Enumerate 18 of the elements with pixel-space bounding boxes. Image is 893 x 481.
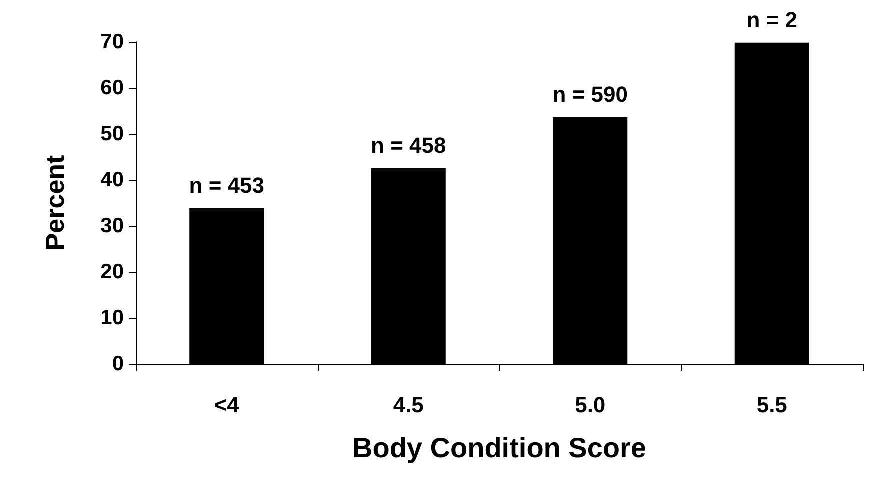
y-tick-label: 60 xyxy=(100,76,124,100)
x-tick-label: 5.0 xyxy=(575,392,606,418)
y-tick-label: 40 xyxy=(100,168,124,192)
x-tick-label: 4.5 xyxy=(393,392,424,418)
x-axis-title: Body Condition Score xyxy=(352,432,646,464)
y-tick-label: 70 xyxy=(100,30,124,54)
annotation: n = 453 xyxy=(189,173,264,198)
y-tick-label: 10 xyxy=(100,306,124,330)
annotation: n = 2 xyxy=(746,7,798,32)
annotation: n = 458 xyxy=(371,133,446,158)
y-tick-label: 0 xyxy=(112,352,124,376)
x-tick-label: <4 xyxy=(214,392,240,418)
y-tick-label: 30 xyxy=(100,214,124,238)
y-tick-label: 20 xyxy=(100,260,124,284)
annotation: n = 590 xyxy=(552,82,628,107)
y-axis-title: Percent xyxy=(40,154,70,251)
y-tick-label: 50 xyxy=(100,122,124,146)
x-tick-label: 5.5 xyxy=(756,392,788,418)
